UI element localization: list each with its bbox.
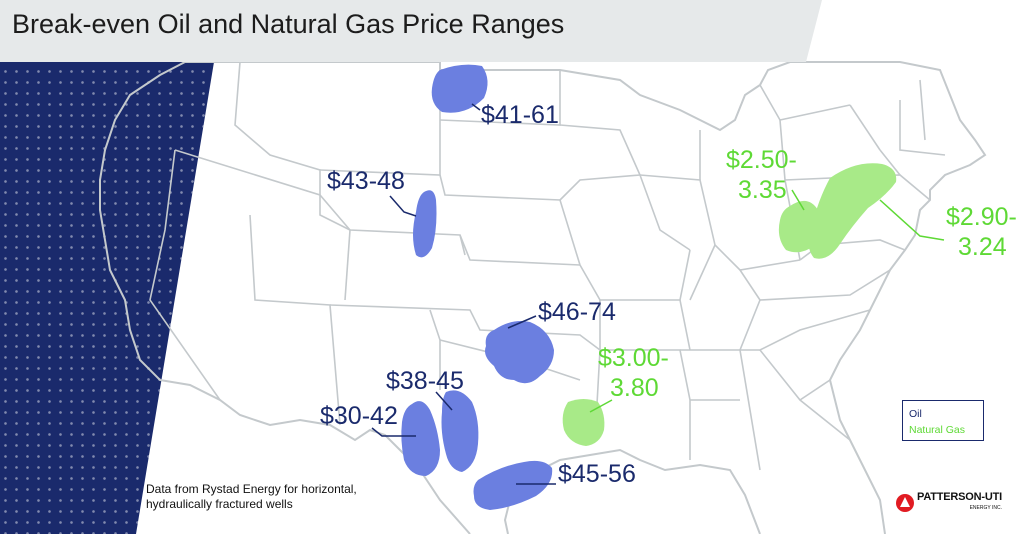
utica-price-line1: $2.50- xyxy=(726,146,797,174)
delaware-leader xyxy=(371,427,416,437)
scoop-stack-price-label: $46-74 xyxy=(538,298,616,326)
legend: Oil Natural Gas xyxy=(902,400,984,441)
midland-leader xyxy=(435,391,453,411)
haynesville-price-label: $3.00- 3.80 xyxy=(598,343,669,403)
utica-price-line2: 3.35 xyxy=(738,176,787,204)
haynesville-price-line2: 3.80 xyxy=(610,374,659,402)
legend-oil: Oil xyxy=(909,408,922,420)
leader-lines xyxy=(371,103,945,485)
powder-river-leader xyxy=(389,195,417,217)
utica-price-label: $2.50- 3.35 xyxy=(726,145,797,205)
source-note-line2: hydraulically fractured wells xyxy=(146,497,293,511)
bakken-region xyxy=(431,64,488,113)
midland-region xyxy=(441,390,479,472)
logo-subtitle: ENERGY INC. xyxy=(969,505,1002,511)
bakken-leader xyxy=(471,103,481,111)
page-title: Break-even Oil and Natural Gas Price Ran… xyxy=(12,9,565,39)
title-band xyxy=(0,0,822,62)
marcellus-price-line2: 3.24 xyxy=(958,233,1007,261)
marcellus-price-label: $2.90- 3.24 xyxy=(946,202,1017,262)
utica-leader xyxy=(791,189,805,211)
company-logo: PATTERSON-UTI ENERGY INC. xyxy=(896,492,1002,514)
scoop-stack-leader xyxy=(507,315,537,329)
bakken-price-label: $41-61 xyxy=(481,101,559,129)
eagle-ford-price-label: $45-56 xyxy=(558,460,636,488)
legend-natural-gas: Natural Gas xyxy=(909,424,966,436)
delaware-price-label: $30-42 xyxy=(320,402,398,430)
marcellus-region xyxy=(808,163,897,259)
marcellus-leader xyxy=(879,199,945,241)
haynesville-leader xyxy=(589,399,613,413)
powder-river-region xyxy=(413,190,437,258)
haynesville-price-line1: $3.00- xyxy=(598,344,669,372)
powder-river-price-label: $43-48 xyxy=(327,167,405,195)
source-note-line1: Data from Rystad Energy for horizontal, xyxy=(146,482,357,496)
eagle-ford-region xyxy=(473,460,553,510)
marcellus-price-line1: $2.90- xyxy=(946,203,1017,231)
delaware-region xyxy=(401,401,440,476)
flame-logo-icon xyxy=(896,494,914,512)
scoop-stack-region xyxy=(485,321,554,384)
source-note: Data from Rystad Energy for horizontal, … xyxy=(146,482,357,512)
haynesville-region xyxy=(562,399,605,446)
logo-name: PATTERSON-UTI xyxy=(917,491,1002,503)
midland-price-label: $38-45 xyxy=(386,367,464,395)
